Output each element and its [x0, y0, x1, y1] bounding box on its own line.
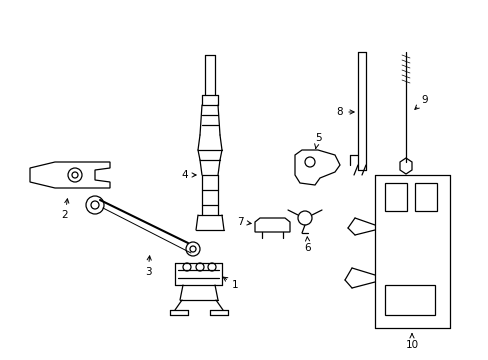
- Bar: [384, 183, 406, 211]
- Text: 6: 6: [304, 237, 311, 253]
- Text: 10: 10: [405, 334, 418, 350]
- Text: 1: 1: [223, 277, 238, 290]
- Bar: [384, 285, 434, 315]
- Text: 4: 4: [182, 170, 196, 180]
- Text: 3: 3: [144, 256, 151, 277]
- Text: 7: 7: [236, 217, 251, 227]
- Text: 8: 8: [336, 107, 353, 117]
- Text: 9: 9: [414, 95, 427, 109]
- Text: 5: 5: [314, 133, 321, 149]
- Bar: [414, 183, 436, 211]
- Text: 2: 2: [61, 199, 69, 220]
